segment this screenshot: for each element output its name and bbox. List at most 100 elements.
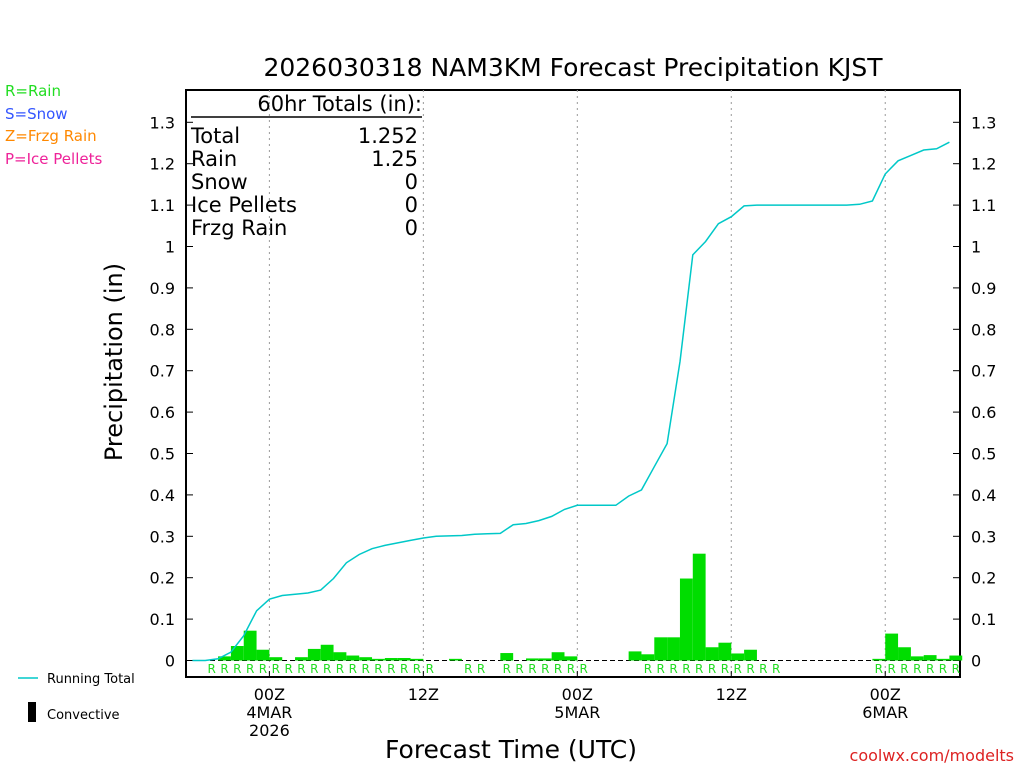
precip-bar <box>295 657 308 661</box>
precip-bar <box>641 654 655 661</box>
totals-box: 60hr Totals (in): Total 1.252 Rain 1.25 … <box>190 92 422 240</box>
totals-label-rain: Rain <box>191 147 237 171</box>
precip-type-letter: R <box>541 662 549 676</box>
precip-bar <box>384 658 398 661</box>
precip-bar <box>256 649 270 661</box>
y-axis-ticks: 0 00.1 0.10.2 0.20.3 0.30.4 0.40.5 0.50.6 0.60.… <box>150 113 997 670</box>
x-tick-label: 6MAR <box>862 703 908 722</box>
precip-type-letter: R <box>708 662 716 676</box>
precip-type-letter: R <box>657 662 665 676</box>
precip-type-letter: R <box>387 662 395 676</box>
x-axis-label: Forecast Time (UTC) <box>385 735 637 764</box>
y-tick-label-right: 0.9 <box>971 279 996 298</box>
precip-bar <box>885 633 899 661</box>
precip-bar <box>269 657 283 661</box>
totals-value-total: 1.252 <box>358 124 418 148</box>
y-tick-label-left: 0.6 <box>150 403 175 422</box>
precip-type-letter: R <box>426 662 434 676</box>
precip-bar <box>667 637 680 661</box>
y-tick-label-right: 1 <box>971 238 981 257</box>
precip-type-letter: R <box>220 662 228 676</box>
precip-bar <box>936 658 950 661</box>
legend-snow: S=Snow <box>5 105 68 123</box>
x-tick-label: 12Z <box>716 685 747 704</box>
precip-type-letter: R <box>464 662 472 676</box>
precip-bar <box>692 553 706 661</box>
precip-bar <box>898 647 911 661</box>
precip-type-letter: R <box>682 662 690 676</box>
totals-value-snow: 0 <box>405 170 418 194</box>
precip-bar <box>333 652 347 661</box>
precip-bar <box>872 658 886 661</box>
y-tick-label-left: 0 <box>165 652 175 671</box>
precip-type-letter: R <box>567 662 575 676</box>
precip-type-letter: R <box>554 662 562 676</box>
precip-bar <box>949 655 963 661</box>
precip-type-letter: R <box>233 662 241 676</box>
precip-bar <box>538 658 552 661</box>
precip-type-letter: R <box>503 662 511 676</box>
running-total-legend-label: Running Total <box>47 672 135 687</box>
precip-bar <box>410 658 424 661</box>
precip-type-letter: R <box>528 662 536 676</box>
precip-bar <box>320 644 334 661</box>
legend-freezing-rain: Z=Frzg Rain <box>5 127 97 145</box>
precip-type-letter: R <box>887 662 895 676</box>
y-tick-label-left: 0.9 <box>150 279 175 298</box>
y-tick-label-left: 0.8 <box>150 320 175 339</box>
y-tick-label-left: 0.4 <box>150 486 175 505</box>
x-tick-label: 2026 <box>249 721 290 740</box>
running-total-line <box>192 141 950 662</box>
x-tick-label: 5MAR <box>554 703 600 722</box>
precip-type-letter: R <box>913 662 921 676</box>
precip-type-letter: R <box>284 662 292 676</box>
totals-value-ice-pellets: 0 <box>405 193 418 217</box>
precip-bar <box>346 655 360 661</box>
precip-type-letter: R <box>939 662 947 676</box>
y-tick-label-left: 0.1 <box>150 610 175 629</box>
precip-type-letter: R <box>297 662 305 676</box>
precip-type-letter: R <box>400 662 408 676</box>
precip-bar <box>372 658 385 661</box>
totals-label-ice-pellets: Ice Pellets <box>191 193 297 217</box>
precip-type-letter: R <box>246 662 254 676</box>
precip-type-letter: R <box>900 662 908 676</box>
precip-bar <box>525 658 539 661</box>
precip-bar <box>705 647 719 661</box>
y-tick-label-right: 0.3 <box>971 527 996 546</box>
legend-rain: R=Rain <box>5 82 61 100</box>
y-tick-label-right: 0.6 <box>971 403 996 422</box>
precip-type-letter: R <box>695 662 703 676</box>
y-tick-label-left: 1.1 <box>150 196 175 215</box>
precip-bar <box>500 653 514 661</box>
precip-bar <box>679 578 693 661</box>
y-tick-label-left: 1 <box>165 238 175 257</box>
precip-bar <box>218 656 231 661</box>
totals-label-snow: Snow <box>191 170 248 194</box>
precip-bar <box>718 642 732 661</box>
precip-type-letter: R <box>515 662 523 676</box>
credit-text: coolwx.com/modelts <box>850 746 1014 765</box>
totals-label-frzg-rain: Frzg Rain <box>191 216 287 240</box>
precip-bar <box>230 646 244 661</box>
precip-type-letter: R <box>759 662 767 676</box>
precip-type-letter: R <box>734 662 742 676</box>
y-tick-label-right: 0.1 <box>971 610 996 629</box>
totals-value-rain: 1.25 <box>371 147 418 171</box>
precip-type-letter: R <box>669 662 677 676</box>
precip-type-letter: R <box>413 662 421 676</box>
precip-type-letter: R <box>952 662 960 676</box>
y-tick-label-right: 0.4 <box>971 486 996 505</box>
precip-type-letter: R <box>875 662 883 676</box>
precip-bar <box>307 648 321 661</box>
totals-label-total: Total <box>190 124 240 148</box>
x-tick-label: 00Z <box>562 685 593 704</box>
y-tick-label-right: 0 <box>971 652 981 671</box>
y-tick-label-left: 0.2 <box>150 569 175 588</box>
precip-bar <box>359 657 373 661</box>
y-tick-label-right: 1.3 <box>971 113 996 132</box>
precip-type-letter: R <box>580 662 588 676</box>
precip-type-letter: R <box>772 662 780 676</box>
